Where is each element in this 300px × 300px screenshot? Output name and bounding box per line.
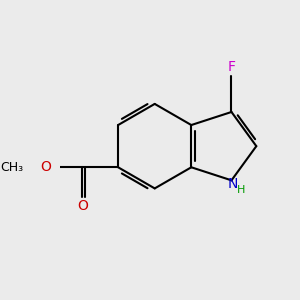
Text: O: O — [77, 199, 88, 213]
Text: H: H — [236, 184, 245, 195]
Text: CH₃: CH₃ — [1, 161, 24, 174]
Text: O: O — [40, 160, 51, 174]
Text: N: N — [228, 177, 238, 191]
Text: F: F — [227, 60, 236, 74]
